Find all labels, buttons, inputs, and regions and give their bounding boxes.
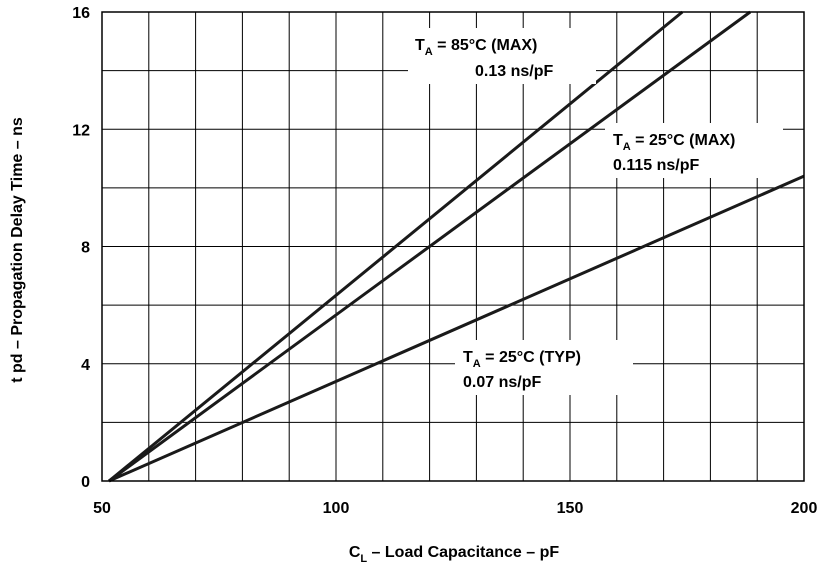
series-label-main: T xyxy=(613,132,623,149)
y-tick-label: 8 xyxy=(81,240,90,257)
series-label-rest: = 25°C (TYP) xyxy=(481,349,581,366)
series-label-subscript: A xyxy=(425,46,433,58)
x-axis-label-rest: – Load Capacitance – pF xyxy=(367,544,559,561)
x-tick-label: 200 xyxy=(791,500,818,517)
x-axis-label-main: C xyxy=(349,544,361,561)
x-tick-label: 50 xyxy=(93,500,111,517)
series-label-2: TA = 25°C (MAX) xyxy=(613,132,735,153)
series-line-2 xyxy=(108,10,752,483)
series-line-3 xyxy=(108,174,805,483)
annotation-background-2 xyxy=(605,123,783,178)
series-line-1 xyxy=(108,10,684,483)
series-slope-2: 0.115 ns/pF xyxy=(613,157,699,174)
y-tick-label: 4 xyxy=(81,357,90,374)
series-label-subscript: A xyxy=(473,358,481,370)
x-axis-label-subscript: L xyxy=(360,553,367,565)
annotation-background-3 xyxy=(455,340,633,395)
y-tick-label: 16 xyxy=(72,5,90,22)
x-tick-label: 150 xyxy=(557,500,584,517)
series-label-main: T xyxy=(463,349,473,366)
y-tick-label: 0 xyxy=(81,474,90,491)
series-label-main: T xyxy=(415,37,425,54)
annotation-background-1 xyxy=(408,28,596,84)
series-label-subscript: A xyxy=(623,141,631,153)
x-axis-label: CL – Load Capacitance – pF xyxy=(349,544,560,565)
series-label-3: TA = 25°C (TYP) xyxy=(463,349,581,370)
series-slope-1: 0.13 ns/pF xyxy=(475,63,553,80)
tick-labels: 0 4 8 12 16 50 100 150 200 xyxy=(72,5,817,517)
series-slope-3: 0.07 ns/pF xyxy=(463,374,541,391)
series-label-1: TA = 85°C (MAX) xyxy=(415,37,537,58)
series-label-rest: = 25°C (MAX) xyxy=(631,132,736,149)
y-tick-label: 12 xyxy=(72,122,90,139)
x-tick-label: 100 xyxy=(323,500,350,517)
grid xyxy=(102,12,804,481)
plot-frame xyxy=(101,11,805,482)
series-lines xyxy=(108,10,805,483)
y-axis-label: t pd – Propagation Delay Time – ns xyxy=(9,117,26,383)
series-label-rest: = 85°C (MAX) xyxy=(433,37,538,54)
